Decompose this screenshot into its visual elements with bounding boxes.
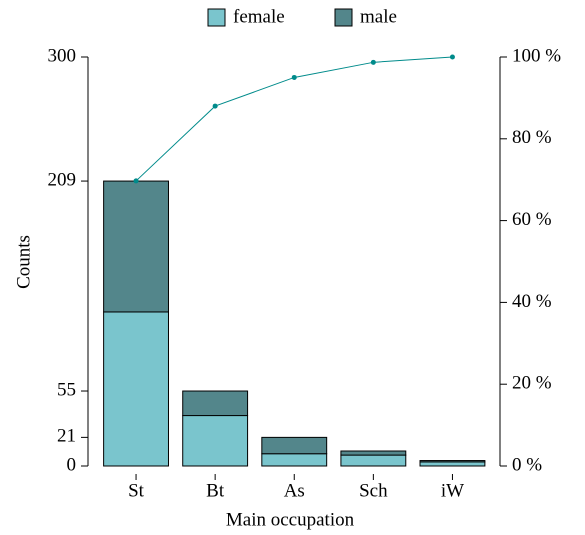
bar	[419, 460, 486, 463]
bar	[261, 453, 328, 467]
y-axis-title: Counts	[13, 235, 34, 289]
y-tick-label: 21	[57, 426, 76, 447]
y-tick-label: 55	[57, 379, 76, 400]
cumulative-point	[370, 59, 376, 65]
x-axis-title: Main occupation	[226, 509, 355, 530]
legend-swatch	[334, 8, 353, 27]
cumulative-point	[212, 103, 218, 109]
y-tick-label: 300	[48, 45, 77, 66]
legend-label: female	[233, 6, 285, 27]
y-tick-label: 0	[67, 454, 77, 475]
bar	[103, 311, 169, 467]
bar	[340, 454, 407, 467]
x-tick-label: St	[128, 480, 145, 501]
bar	[182, 415, 249, 467]
bar	[261, 436, 328, 455]
x-tick-label: iW	[441, 480, 464, 501]
cumulative-point	[291, 74, 297, 80]
y2-tick-label: 100 %	[512, 45, 561, 66]
y-tick-label: 209	[48, 169, 77, 190]
x-tick-label: Bt	[206, 480, 225, 501]
bar	[182, 390, 249, 417]
y2-tick-label: 80 %	[512, 127, 552, 148]
bar	[419, 461, 486, 467]
x-tick-label: Sch	[359, 480, 388, 501]
y2-tick-label: 0 %	[512, 454, 542, 475]
legend-swatch	[207, 8, 226, 27]
bar	[103, 180, 169, 313]
cumulative-point	[133, 178, 139, 184]
y2-tick-label: 20 %	[512, 373, 552, 394]
cumulative-point	[449, 54, 455, 60]
bar	[340, 450, 407, 456]
y2-tick-label: 40 %	[512, 291, 552, 312]
x-tick-label: As	[284, 480, 305, 501]
y2-tick-label: 60 %	[512, 209, 552, 230]
legend-label: male	[360, 6, 397, 27]
